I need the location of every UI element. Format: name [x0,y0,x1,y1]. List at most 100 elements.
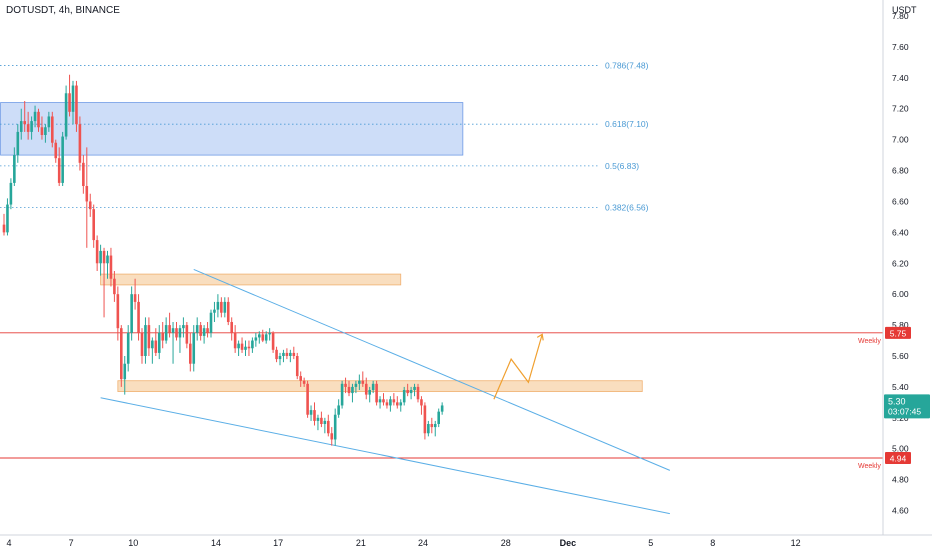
candle-body [71,85,75,112]
candle-body [199,325,202,336]
candle-body [413,386,416,390]
candle [430,417,434,434]
candle [237,340,240,356]
candle-body [213,309,216,313]
x-tick-label: 21 [356,538,366,548]
candle-body [130,294,133,333]
candle-body [416,386,420,400]
candle [206,322,209,338]
candle-body [333,414,337,440]
candle [33,105,37,128]
candle-body [299,376,302,381]
candle [13,147,16,186]
candle [133,278,137,310]
candle-body [226,301,230,322]
weekly-price-tag [885,452,911,464]
candle [102,247,106,318]
candle-body [192,332,196,364]
candle [51,111,54,148]
fib-label: 0.5(6.83) [605,161,639,171]
candle-body [261,334,265,341]
candle [44,124,47,143]
y-tick-label: 6.80 [892,166,909,176]
candle [258,331,261,344]
candle [154,328,158,356]
candle [151,337,154,364]
candle-body [113,278,116,295]
candle [268,328,271,341]
candle-body [147,325,151,349]
wedge-upper [193,268,671,471]
candle [226,297,230,326]
wedge-lower [100,397,670,515]
candle [202,325,206,344]
candle-body [282,352,285,356]
candle-body [64,93,68,137]
candle-body [396,402,399,406]
candle [220,297,223,318]
candle [147,317,151,356]
candle-body [337,405,340,415]
candle-body [26,124,30,132]
y-tick-label: 7.80 [892,11,909,21]
x-tick-label: 4 [6,538,11,548]
candle [254,332,258,347]
candle [64,85,68,140]
candle [6,198,9,236]
fib-label: 0.786(7.48) [605,60,649,70]
x-tick-label: 12 [791,538,801,548]
candle [368,386,371,403]
candle-body [361,380,365,384]
candle-body [433,424,437,428]
candle [216,294,220,318]
candle [406,383,409,397]
candle [327,414,330,437]
candle-body [347,386,351,394]
candle [182,317,185,338]
candle-body [244,346,247,350]
candle [88,193,92,217]
candle [185,322,189,349]
resistance-zone-upper-rect [100,273,402,286]
y-tick-label: 5.80 [892,320,909,330]
candle [423,402,427,440]
candle [299,371,302,387]
candle-body [358,380,361,384]
candle [120,325,123,387]
candle-body [327,420,330,434]
candle-body [2,224,6,233]
candle-body [92,209,95,241]
x-tick-label: 14 [211,538,221,548]
candle-body [75,85,78,125]
candle-body [133,294,137,302]
candle-body [289,352,292,356]
candle [171,322,175,364]
candle [137,294,140,341]
candle [47,111,51,132]
currency-label: USDT [892,5,917,15]
candle-body [195,325,199,333]
candle [385,399,389,409]
candle-body [275,349,278,360]
y-tick-label: 7.00 [892,135,909,145]
candle [278,352,282,366]
candle [271,331,275,353]
weekly-price-tag-label: 4.94 [890,454,907,464]
candle-body [116,294,120,329]
candle-body [16,131,20,156]
candle-body [6,204,9,233]
candle [144,317,147,364]
candle-body [189,343,192,364]
candle [396,396,399,409]
candle-body [230,322,233,333]
y-tick-label: 6.20 [892,258,909,268]
candle [230,317,233,341]
fib-label: 0.382(6.56) [605,203,649,213]
candle-body [254,337,258,341]
candle-body [292,352,296,356]
candle-body [278,356,282,360]
candle [354,380,358,394]
candle-body [13,155,16,183]
candle [168,312,171,338]
